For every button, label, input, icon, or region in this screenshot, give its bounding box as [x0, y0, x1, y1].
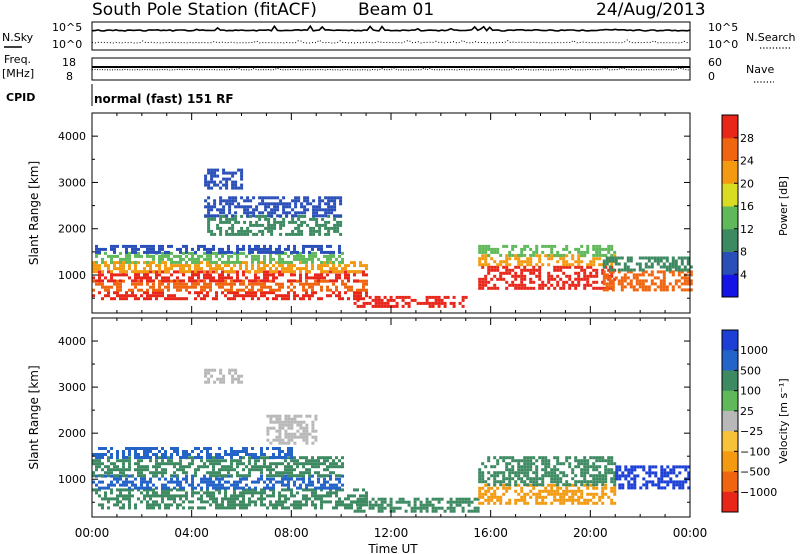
- nave-tick-bottom: 0: [708, 70, 715, 83]
- cpid-label: CPID: [6, 91, 35, 104]
- colorbar-tick-label: 12: [740, 223, 754, 236]
- freq-unit-label: [MHz]: [2, 67, 34, 80]
- y-axis-title: Slant Range [km]: [27, 161, 41, 265]
- y-tick-label: 4000: [58, 130, 86, 143]
- colorbar-title: Power [dB]: [777, 176, 790, 236]
- y-tick-label: 2000: [58, 427, 86, 440]
- station-title: South Pole Station (fitACF): [92, 0, 317, 20]
- colorbar-swatch: [722, 471, 738, 493]
- freq-panel: [91, 57, 691, 81]
- colorbar-swatch: [722, 451, 738, 473]
- nsky-trace: [91, 24, 691, 32]
- beam-label: Beam 01: [358, 0, 434, 20]
- time-axis: 00:00 04:00 08:00 12:00 16:00 20:00 00:00: [75, 526, 708, 540]
- colorbar-swatch: [722, 350, 738, 371]
- colorbar-swatch: [722, 115, 738, 139]
- colorbar-tick-label: 24: [740, 155, 754, 168]
- x-axis-title: Time UT: [367, 542, 418, 554]
- freq-label: Freq.: [4, 53, 31, 66]
- colorbar-swatch: [722, 370, 738, 392]
- x-tick-label: 12:00: [374, 526, 409, 540]
- colorbar-tick-label: 100: [740, 385, 761, 398]
- nsearch-trace: [91, 39, 691, 44]
- colorbar-frame: [721, 329, 739, 513]
- colorbar-tick-label: 4: [740, 268, 747, 281]
- colorbar: 4 8 12 16 20 24 28 Power [dB]: [721, 114, 790, 298]
- colorbar-tick-label: 8: [740, 246, 747, 259]
- colorbar-swatch: [722, 330, 738, 351]
- colorbar-swatch: [722, 410, 738, 432]
- colorbar-tick-label: 16: [740, 200, 754, 213]
- nsearch-tick-top: 10^5: [708, 21, 738, 34]
- colorbar-tick-label: 28: [740, 132, 754, 145]
- cpid-value: normal (fast) 151 RF: [94, 92, 234, 106]
- x-tick-label: 20:00: [573, 526, 608, 540]
- colorbar-swatch: [722, 390, 738, 412]
- x-tick-label: 16:00: [473, 526, 508, 540]
- colorbar-swatch: [722, 251, 738, 275]
- colorbar-swatch: [722, 137, 738, 161]
- colorbar-swatch: [722, 431, 738, 452]
- colorbar-tick-label: 1000: [740, 344, 768, 357]
- colorbar-swatch: [722, 206, 738, 230]
- x-tick-label: 00:00: [75, 526, 110, 540]
- scatter-cells: [92, 368, 691, 513]
- x-tick-label: 08:00: [274, 526, 309, 540]
- colorbar-tick-label: 20: [740, 177, 754, 190]
- colorbar-tick-label: −25: [740, 425, 763, 438]
- colorbar-swatch: [722, 274, 738, 298]
- colorbar-tick-label: 25: [740, 405, 754, 418]
- colorbar-tick-label: −1000: [740, 486, 777, 499]
- nsearch-label: N.Search: [746, 31, 796, 44]
- y-tick-label: 3000: [58, 176, 86, 189]
- nsky-panel: [91, 21, 691, 51]
- y-tick-label: 1000: [58, 473, 86, 486]
- date-label: 24/Aug/2013: [596, 0, 706, 20]
- nsky-tick-bottom: 10^0: [52, 38, 82, 51]
- nave-trace: [91, 67, 691, 71]
- freq-tick-top: 18: [62, 56, 76, 69]
- x-tick-label: 00:00: [673, 526, 708, 540]
- y-tick-label: 4000: [58, 335, 86, 348]
- colorbar-tick-label: 500: [740, 364, 761, 377]
- colorbar-swatch: [722, 160, 738, 184]
- x-tick-label: 04:00: [174, 526, 209, 540]
- y-tick-label: 3000: [58, 381, 86, 394]
- nave-label: Nave: [746, 63, 774, 76]
- power-panel: 1000 2000 3000 4000 Slant Range [km] 4 8 12 16 20…: [27, 112, 790, 314]
- colorbar-tick-label: −500: [740, 466, 770, 479]
- y-axis-title: Slant Range [km]: [27, 365, 41, 469]
- colorbar-tick-label: −100: [740, 445, 770, 458]
- nsearch-tick-bottom: 10^0: [708, 38, 738, 51]
- y-tick-label: 2000: [58, 223, 86, 236]
- y-tick-label: 1000: [58, 269, 86, 282]
- scatter-cells: [92, 168, 693, 308]
- colorbar-title: Velocity [m s⁻¹]: [777, 378, 790, 463]
- nsky-label: N.Sky: [2, 31, 34, 44]
- colorbar-swatch: [722, 183, 738, 207]
- freq-tick-bottom: 8: [66, 70, 73, 83]
- colorbar-swatch: [722, 228, 738, 252]
- nsky-tick-top: 10^5: [52, 21, 82, 34]
- nave-tick-top: 60: [708, 56, 722, 69]
- colorbar: 1000 500 100 25 −25 −100 −500 −1000 Velocity [m …: [721, 329, 790, 513]
- colorbar-swatch: [722, 491, 738, 513]
